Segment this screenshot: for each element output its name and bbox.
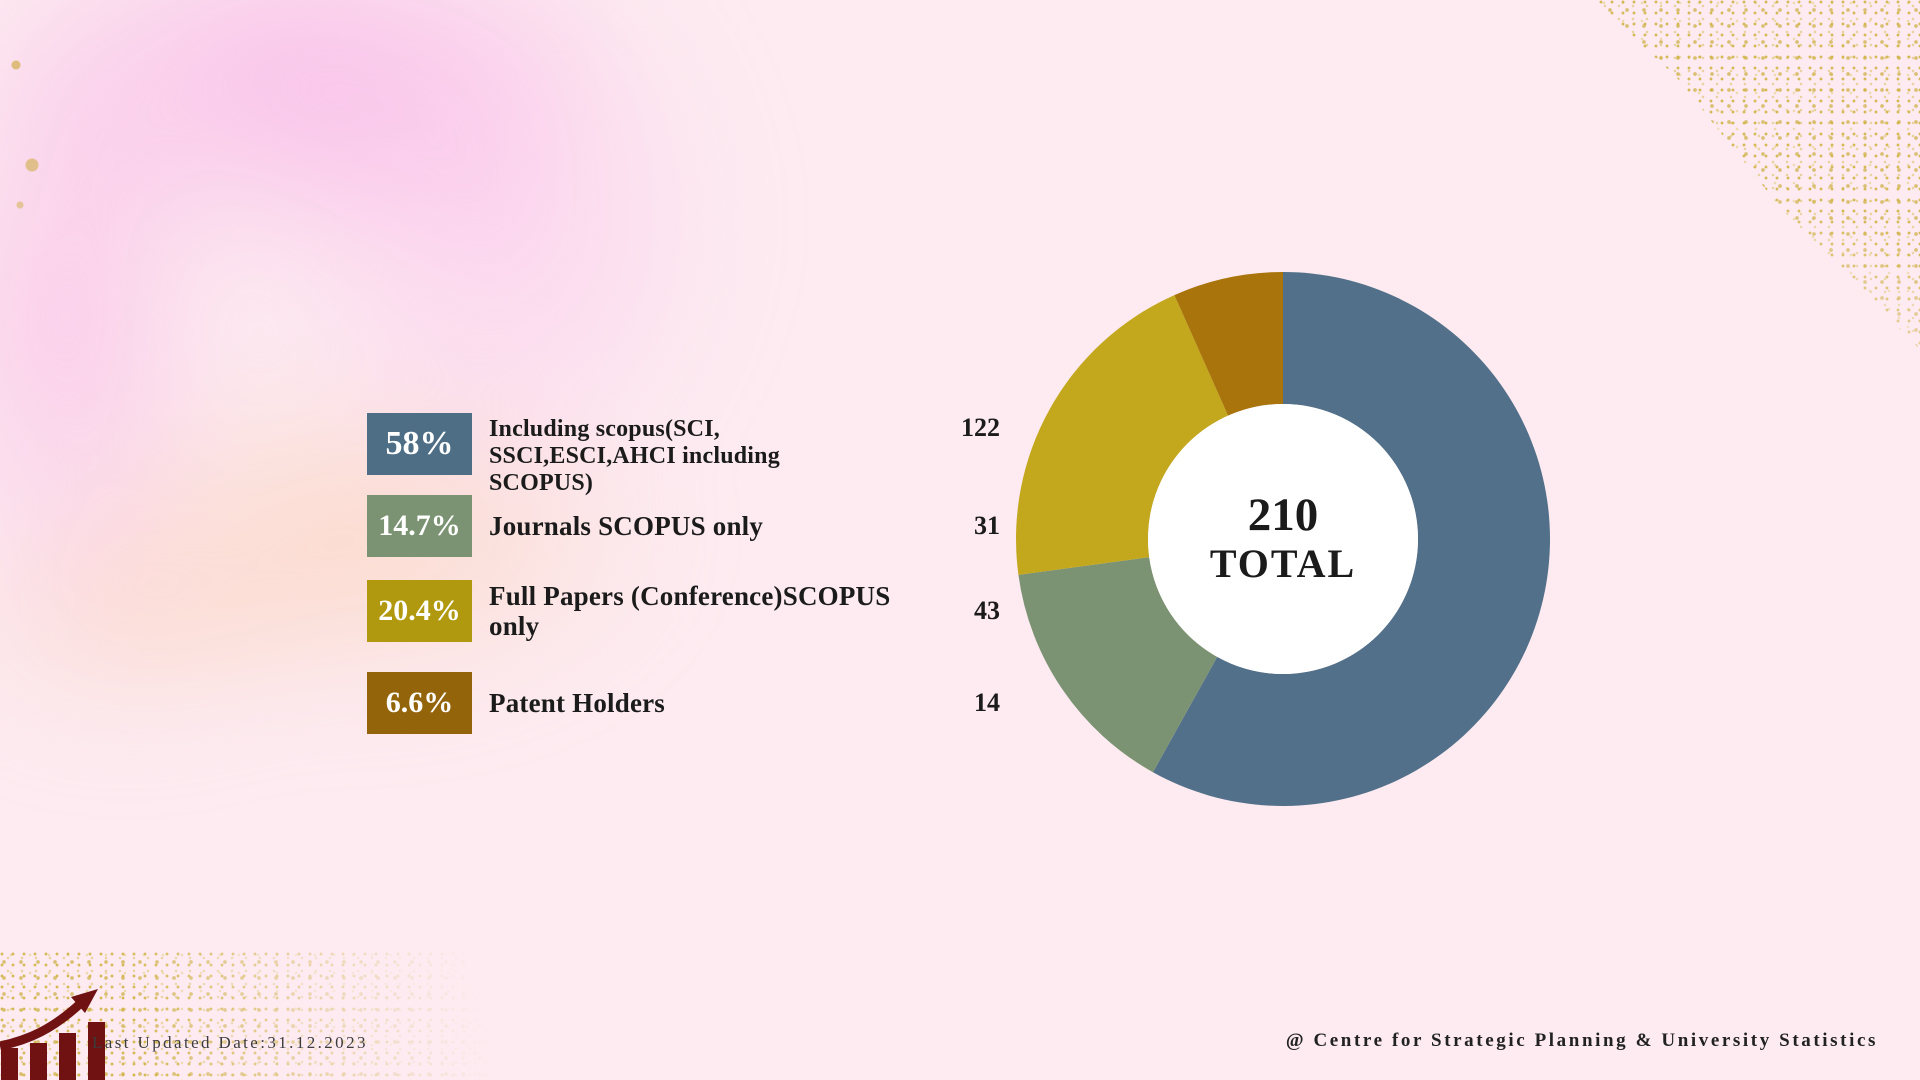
legend-label: Patent Holders — [489, 687, 666, 718]
legend-label: Full Papers (Conference)SCOPUS only — [489, 580, 891, 641]
legend-value: 122 — [961, 413, 1000, 442]
legend-swatch: 20.4% — [367, 580, 472, 642]
gold-dots-decoration — [6, 55, 56, 235]
legend-row: 14.7% Journals SCOPUS only 31 — [367, 495, 1000, 557]
donut-segment-3 — [1174, 272, 1283, 416]
donut-segment-2 — [1016, 295, 1229, 575]
legend-value: 43 — [974, 596, 1000, 625]
chart-legend: 58% Including scopus(SCI, SSCI,ESCI,AHCI… — [367, 413, 1027, 753]
legend-value: 31 — [974, 511, 1000, 540]
legend-row: 58% Including scopus(SCI, SSCI,ESCI,AHCI… — [367, 413, 1000, 497]
donut-chart: 210 TOTAL — [1016, 272, 1550, 806]
legend-percent: 6.6% — [385, 686, 454, 719]
credit-text: @ Centre for Strategic Planning & Univer… — [1285, 1030, 1878, 1051]
donut-segment-1 — [1018, 557, 1218, 773]
donut-chart-svg — [1016, 272, 1550, 806]
legend-label: Including scopus(SCI, SSCI,ESCI,AHCI inc… — [489, 416, 780, 496]
legend-swatch: 58% — [367, 413, 472, 475]
legend-swatch: 14.7% — [367, 495, 472, 557]
legend-row: 20.4% Full Papers (Conference)SCOPUS onl… — [367, 580, 1000, 642]
legend-percent: 58% — [385, 425, 454, 462]
legend-percent: 14.7% — [378, 509, 461, 542]
growth-chart-icon — [0, 989, 105, 1080]
donut-segment-0 — [1152, 272, 1550, 806]
legend-label: Journals SCOPUS only — [489, 510, 764, 541]
gold-texture-top-right — [1591, 0, 1920, 350]
last-updated-text: Last Updated Date:31.12.2023 — [92, 1033, 368, 1052]
legend-percent: 20.4% — [378, 594, 461, 627]
legend-row: 6.6% Patent Holders 14 — [367, 672, 1000, 734]
donut-center-circle — [1148, 404, 1418, 674]
legend-swatch: 6.6% — [367, 672, 472, 734]
legend-value: 14 — [974, 688, 1000, 717]
